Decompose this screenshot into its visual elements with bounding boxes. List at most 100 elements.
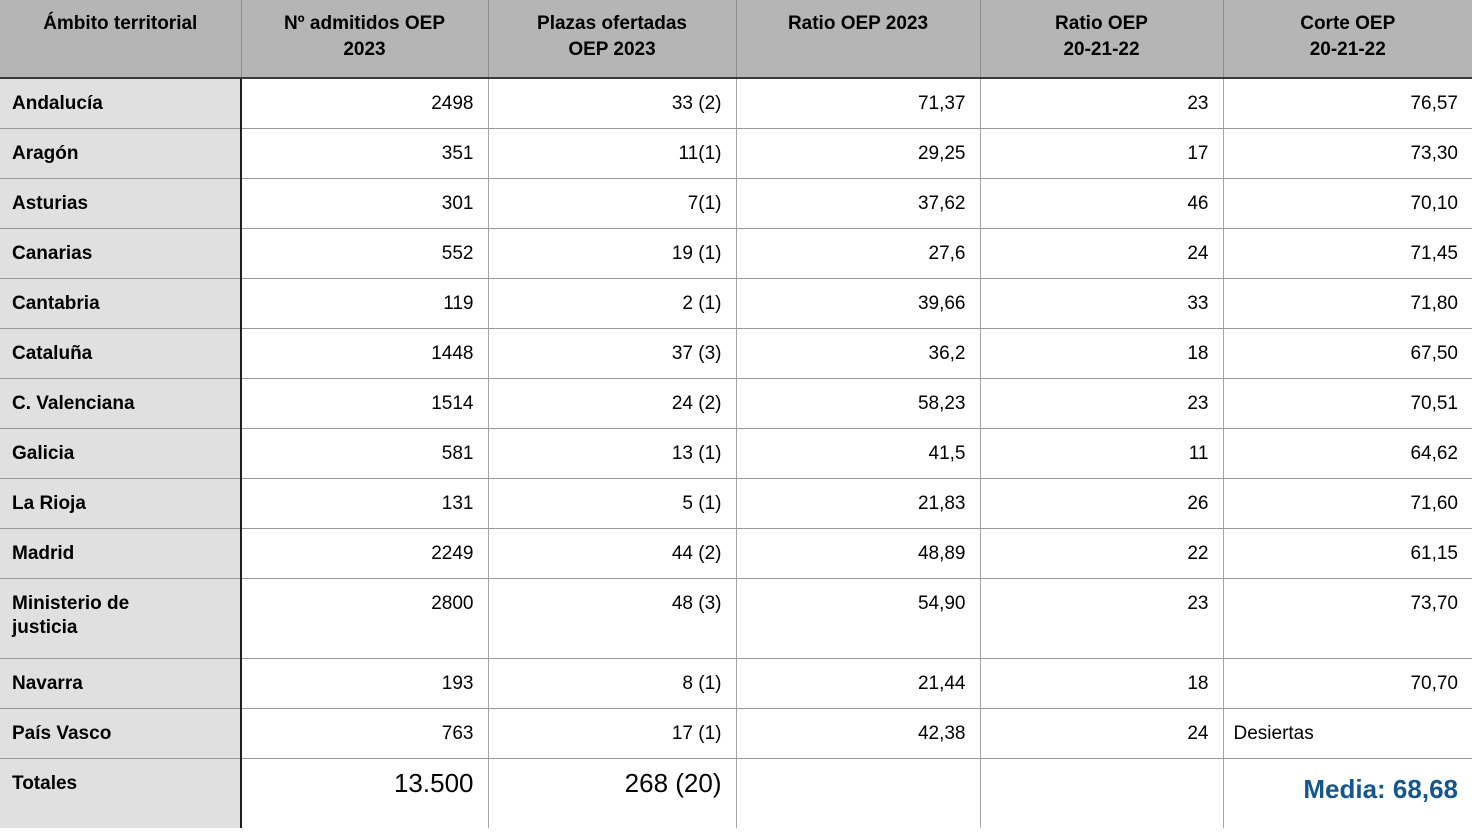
plazas-cell: 33 (2) bbox=[488, 78, 737, 129]
admitidos-cell: 193 bbox=[241, 658, 489, 709]
header-row: Ámbito territorial Nº admitidos OEP 2023… bbox=[0, 0, 1472, 79]
table-row-galicia: Galicia 581 13 (1) 41,5 11 64,62 bbox=[0, 428, 1472, 479]
admitidos-cell: 2249 bbox=[241, 528, 489, 579]
table-row-canarias: Canarias 552 19 (1) 27,6 24 71,45 bbox=[0, 228, 1472, 279]
header-ratio-oep-20-21-22: Ratio OEP 20-21-22 bbox=[980, 0, 1224, 79]
territory-cell: Cataluña bbox=[0, 328, 242, 379]
ratio-2023-cell: 71,37 bbox=[736, 78, 981, 129]
table-row-madrid: Madrid 2249 44 (2) 48,89 22 61,15 bbox=[0, 528, 1472, 579]
plazas-cell: 2 (1) bbox=[488, 278, 737, 329]
admitidos-cell: 1448 bbox=[241, 328, 489, 379]
ratio-prev-cell: 33 bbox=[980, 278, 1224, 329]
table-row-pais-vasco: País Vasco 763 17 (1) 42,38 24 Desiertas bbox=[0, 708, 1472, 759]
header-ratio-oep-2023: Ratio OEP 2023 bbox=[736, 0, 981, 79]
territory-cell: Ministerio de justicia bbox=[0, 578, 242, 659]
plazas-cell: 7(1) bbox=[488, 178, 737, 229]
ratio-prev-cell: 46 bbox=[980, 178, 1224, 229]
table-row-aragon: Aragón 351 11(1) 29,25 17 73,30 bbox=[0, 128, 1472, 179]
ratio-2023-cell: 29,25 bbox=[736, 128, 981, 179]
corte-prev-cell: 73,30 bbox=[1223, 128, 1472, 179]
ratio-2023-cell: 42,38 bbox=[736, 708, 981, 759]
header-plazas-ofertadas: Plazas ofertadas OEP 2023 bbox=[488, 0, 737, 79]
header-corte-oep-20-21-22: Corte OEP 20-21-22 bbox=[1223, 0, 1472, 79]
plazas-cell: 19 (1) bbox=[488, 228, 737, 279]
ratio-prev-cell: 24 bbox=[980, 228, 1224, 279]
territory-cell: La Rioja bbox=[0, 478, 242, 529]
ratio-2023-cell: 21,83 bbox=[736, 478, 981, 529]
territory-cell: Madrid bbox=[0, 528, 242, 579]
corte-prev-cell: 67,50 bbox=[1223, 328, 1472, 379]
ratio-2023-cell: 27,6 bbox=[736, 228, 981, 279]
admitidos-cell: 351 bbox=[241, 128, 489, 179]
plazas-cell: 13 (1) bbox=[488, 428, 737, 479]
admitidos-cell: 552 bbox=[241, 228, 489, 279]
territory-cell: Navarra bbox=[0, 658, 242, 709]
plazas-cell: 17 (1) bbox=[488, 708, 737, 759]
territory-cell: Aragón bbox=[0, 128, 242, 179]
corte-prev-cell: 73,70 bbox=[1223, 578, 1472, 659]
ratio-2023-cell: 37,62 bbox=[736, 178, 981, 229]
table-row-andalucia: Andalucía 2498 33 (2) 71,37 23 76,57 bbox=[0, 78, 1472, 129]
totals-label-cell: Totales bbox=[0, 758, 242, 828]
plazas-cell: 8 (1) bbox=[488, 658, 737, 709]
plazas-cell: 5 (1) bbox=[488, 478, 737, 529]
table-row-cataluna: Cataluña 1448 37 (3) 36,2 18 67,50 bbox=[0, 328, 1472, 379]
ratio-prev-cell: 23 bbox=[980, 78, 1224, 129]
ratio-2023-cell: 54,90 bbox=[736, 578, 981, 659]
admitidos-cell: 1514 bbox=[241, 378, 489, 429]
ratio-2023-cell: 41,5 bbox=[736, 428, 981, 479]
admitidos-cell: 301 bbox=[241, 178, 489, 229]
corte-prev-cell: 71,45 bbox=[1223, 228, 1472, 279]
plazas-cell: 24 (2) bbox=[488, 378, 737, 429]
plazas-cell: 11(1) bbox=[488, 128, 737, 179]
plazas-cell: 37 (3) bbox=[488, 328, 737, 379]
ratio-prev-cell: 24 bbox=[980, 708, 1224, 759]
table-row-asturias: Asturias 301 7(1) 37,62 46 70,10 bbox=[0, 178, 1472, 229]
corte-prev-cell: 70,10 bbox=[1223, 178, 1472, 229]
table-row-cantabria: Cantabria 119 2 (1) 39,66 33 71,80 bbox=[0, 278, 1472, 329]
ratio-prev-cell: 23 bbox=[980, 578, 1224, 659]
territory-cell: C. Valenciana bbox=[0, 378, 242, 429]
corte-prev-cell: 71,60 bbox=[1223, 478, 1472, 529]
table-row-c-valenciana: C. Valenciana 1514 24 (2) 58,23 23 70,51 bbox=[0, 378, 1472, 429]
corte-prev-cell: 71,80 bbox=[1223, 278, 1472, 329]
plazas-cell: 48 (3) bbox=[488, 578, 737, 659]
admitidos-cell: 119 bbox=[241, 278, 489, 329]
header-admitidos-oep-2023: Nº admitidos OEP 2023 bbox=[241, 0, 489, 79]
ratio-prev-cell: 23 bbox=[980, 378, 1224, 429]
territory-cell: Asturias bbox=[0, 178, 242, 229]
table-row-ministerio-de-justicia: Ministerio de justicia 2800 48 (3) 54,90… bbox=[0, 578, 1472, 659]
admitidos-cell: 2800 bbox=[241, 578, 489, 659]
ratio-prev-cell: 18 bbox=[980, 328, 1224, 379]
ratio-2023-cell: 48,89 bbox=[736, 528, 981, 579]
admitidos-cell: 131 bbox=[241, 478, 489, 529]
territory-cell: Galicia bbox=[0, 428, 242, 479]
ratio-prev-cell: 17 bbox=[980, 128, 1224, 179]
totals-empty-ratio-2023-cell bbox=[736, 758, 981, 828]
ratio-2023-cell: 39,66 bbox=[736, 278, 981, 329]
corte-prev-cell-desiertas: Desiertas bbox=[1223, 708, 1472, 759]
ratio-prev-cell: 18 bbox=[980, 658, 1224, 709]
admitidos-cell: 581 bbox=[241, 428, 489, 479]
totals-media-cell: Media: 68,68 bbox=[1223, 758, 1472, 828]
corte-prev-cell: 76,57 bbox=[1223, 78, 1472, 129]
territory-cell: Canarias bbox=[0, 228, 242, 279]
plazas-cell: 44 (2) bbox=[488, 528, 737, 579]
totals-empty-ratio-prev-cell bbox=[980, 758, 1224, 828]
totals-admitidos-cell: 13.500 bbox=[241, 758, 489, 828]
ratio-prev-cell: 26 bbox=[980, 478, 1224, 529]
table-row-navarra: Navarra 193 8 (1) 21,44 18 70,70 bbox=[0, 658, 1472, 709]
admitidos-cell: 2498 bbox=[241, 78, 489, 129]
ratio-prev-cell: 22 bbox=[980, 528, 1224, 579]
territory-cell: Andalucía bbox=[0, 78, 242, 129]
corte-prev-cell: 64,62 bbox=[1223, 428, 1472, 479]
ratio-prev-cell: 11 bbox=[980, 428, 1224, 479]
admitidos-cell: 763 bbox=[241, 708, 489, 759]
ratio-2023-cell: 58,23 bbox=[736, 378, 981, 429]
ratio-2023-cell: 36,2 bbox=[736, 328, 981, 379]
ratio-2023-cell: 21,44 bbox=[736, 658, 981, 709]
table-row-la-rioja: La Rioja 131 5 (1) 21,83 26 71,60 bbox=[0, 478, 1472, 529]
header-ambito-territorial: Ámbito territorial bbox=[0, 0, 242, 79]
territory-cell: Cantabria bbox=[0, 278, 242, 329]
